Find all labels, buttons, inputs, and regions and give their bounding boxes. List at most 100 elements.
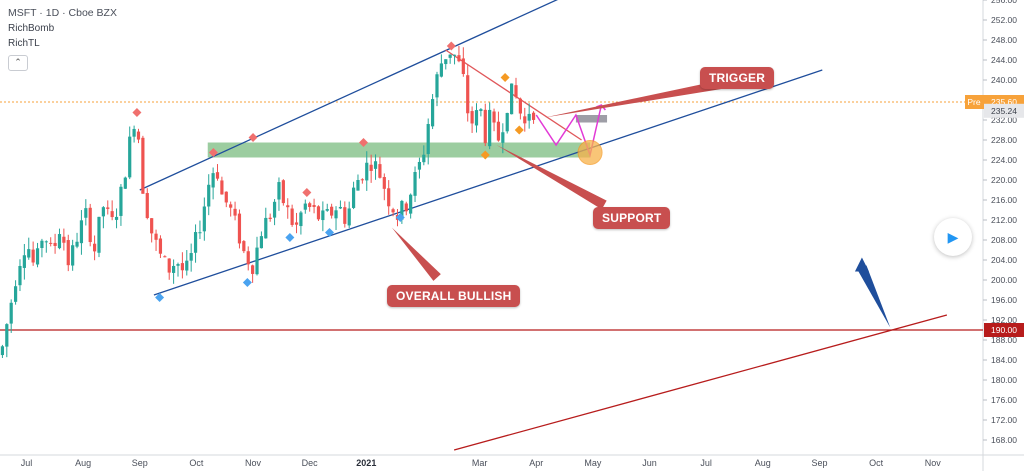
signal-marker xyxy=(242,278,252,287)
candle-body xyxy=(145,193,149,219)
candle-body xyxy=(202,206,206,232)
candle-body xyxy=(479,109,483,112)
candle-body xyxy=(496,121,501,141)
candle-body xyxy=(268,217,272,220)
signal-marker xyxy=(358,138,368,147)
signal-marker xyxy=(446,41,456,51)
candle-body xyxy=(132,128,136,137)
annotation-overall-bullish: OVERALL BULLISH xyxy=(387,285,521,307)
annotation-support: SUPPORT xyxy=(593,207,671,229)
x-tick-label: Mar xyxy=(472,458,488,468)
candle-body xyxy=(483,109,487,144)
candle-body xyxy=(180,263,184,271)
play-replay-button[interactable]: ▶ xyxy=(934,218,972,256)
candle-body xyxy=(523,116,527,124)
candle-body xyxy=(62,236,66,243)
play-icon: ▶ xyxy=(947,228,959,245)
collapse-legend-button[interactable]: ⌃ xyxy=(8,55,28,71)
signal-marker xyxy=(285,233,295,242)
candle-body xyxy=(492,111,496,123)
candle-body xyxy=(417,161,422,170)
candle-body xyxy=(211,173,215,188)
candle-body xyxy=(9,302,13,324)
y-tick-label: 244.00 xyxy=(991,55,1017,65)
y-tick-label: 180.00 xyxy=(991,375,1017,385)
x-tick-label: Aug xyxy=(755,458,771,468)
candle-body xyxy=(435,74,439,98)
y-tick-label: 232.00 xyxy=(991,115,1017,125)
chart-legend: MSFT · 1D · Cboe BZX RichBomb RichTL ⌃ xyxy=(8,6,117,71)
candle-body xyxy=(272,201,277,218)
indicator-richtl[interactable]: RichTL xyxy=(8,38,40,49)
signal-marker xyxy=(248,133,258,142)
candle-body xyxy=(330,206,334,216)
candle-body xyxy=(338,206,343,209)
candle-body xyxy=(189,253,193,261)
candle-body xyxy=(488,109,492,147)
candle-body xyxy=(316,206,321,220)
y-tick-label: 184.00 xyxy=(991,355,1017,365)
candle-body xyxy=(88,207,92,243)
candle-body xyxy=(457,55,461,62)
callout-bullish-pointer xyxy=(391,227,441,281)
candle-body xyxy=(378,164,382,178)
candle-body xyxy=(470,111,474,124)
price-tag-190-text: 190.00 xyxy=(991,325,1017,335)
candle-body xyxy=(510,83,514,115)
candle-body xyxy=(246,251,250,265)
trendline-channel-upper xyxy=(139,0,559,191)
candle-body xyxy=(404,203,408,212)
candle-body xyxy=(71,245,75,266)
candle-body xyxy=(347,208,351,226)
candle-body xyxy=(92,243,97,252)
symbol-title: MSFT · 1D · Cboe BZX xyxy=(8,7,117,19)
candle-body xyxy=(444,59,448,65)
candle-body xyxy=(31,249,35,263)
price-tag-pre-label: Pre xyxy=(967,97,981,107)
candle-body xyxy=(413,171,417,196)
candle-body xyxy=(264,217,268,239)
candle-body xyxy=(430,99,435,127)
candle-body xyxy=(224,191,228,203)
candle-body xyxy=(57,234,62,249)
candle-body xyxy=(531,112,536,120)
candle-body xyxy=(303,203,307,210)
trendline-long-term-trend xyxy=(453,314,948,451)
interval: 1D xyxy=(45,7,60,19)
candle-body xyxy=(22,255,26,268)
y-tick-label: 188.00 xyxy=(991,335,1017,345)
y-tick-label: 172.00 xyxy=(991,415,1017,425)
candle-body xyxy=(106,207,110,209)
y-tick-label: 216.00 xyxy=(991,195,1017,205)
candle-body xyxy=(220,180,224,195)
signal-marker xyxy=(514,125,524,135)
candle-body xyxy=(439,63,443,77)
support-zone-band xyxy=(207,142,591,158)
candle-body xyxy=(518,98,522,114)
callout-reversal-arrow xyxy=(857,265,891,328)
candle-body xyxy=(35,248,40,265)
candle-body xyxy=(233,208,237,216)
y-tick-label: 200.00 xyxy=(991,275,1017,285)
candle-body xyxy=(422,154,426,163)
signal-marker xyxy=(155,293,165,302)
signal-marker xyxy=(132,108,142,117)
candle-body xyxy=(123,177,127,189)
candle-body xyxy=(351,187,356,208)
candle-body xyxy=(501,132,505,143)
candle-body xyxy=(255,247,259,275)
candle-body xyxy=(114,216,119,220)
signal-marker xyxy=(208,148,218,157)
exchange: Cboe BZX xyxy=(68,7,117,19)
x-tick-label: 2021 xyxy=(356,458,376,468)
indicator-richbomb[interactable]: RichBomb xyxy=(8,23,55,34)
candle-body xyxy=(13,286,18,302)
candle-body xyxy=(27,249,31,258)
candle-body xyxy=(360,179,364,181)
y-tick-label: 168.00 xyxy=(991,435,1017,445)
candle-body xyxy=(136,131,141,140)
candle-body xyxy=(387,188,391,207)
candle-body xyxy=(97,216,101,253)
